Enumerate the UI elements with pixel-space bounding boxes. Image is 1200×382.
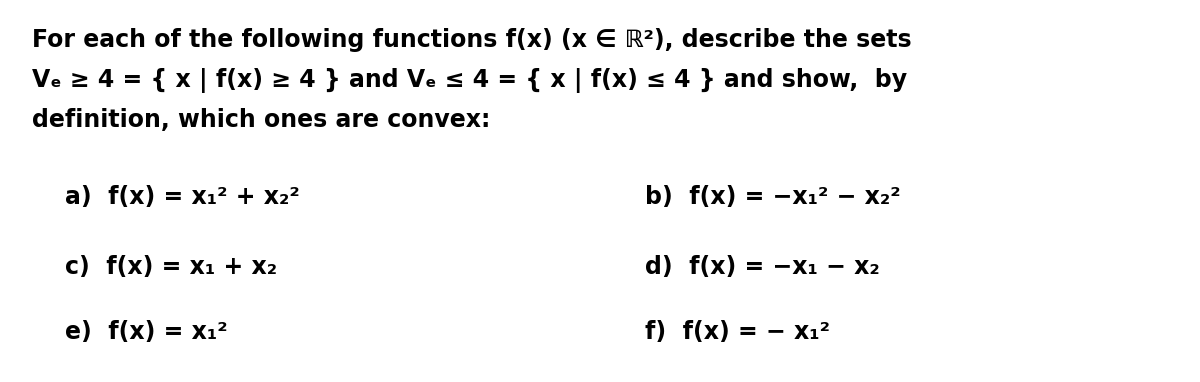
Text: definition, which ones are convex:: definition, which ones are convex: xyxy=(32,108,491,132)
Text: For each of the following functions f(x) (x ∈ ℝ²), describe the sets: For each of the following functions f(x)… xyxy=(32,28,912,52)
Text: e)  f(x) = x₁²: e) f(x) = x₁² xyxy=(65,320,228,344)
Text: a)  f(x) = x₁² + x₂²: a) f(x) = x₁² + x₂² xyxy=(65,185,300,209)
Text: f)  f(x) = − x₁²: f) f(x) = − x₁² xyxy=(646,320,830,344)
Text: c)  f(x) = x₁ + x₂: c) f(x) = x₁ + x₂ xyxy=(65,255,277,279)
Text: d)  f(x) = −x₁ − x₂: d) f(x) = −x₁ − x₂ xyxy=(646,255,880,279)
Text: b)  f(x) = −x₁² − x₂²: b) f(x) = −x₁² − x₂² xyxy=(646,185,901,209)
Text: Vₑ ≥ 4 = { x | f(x) ≥ 4 } and Vₑ ≤ 4 = { x | f(x) ≤ 4 } and show,  by: Vₑ ≥ 4 = { x | f(x) ≥ 4 } and Vₑ ≤ 4 = {… xyxy=(32,68,907,93)
